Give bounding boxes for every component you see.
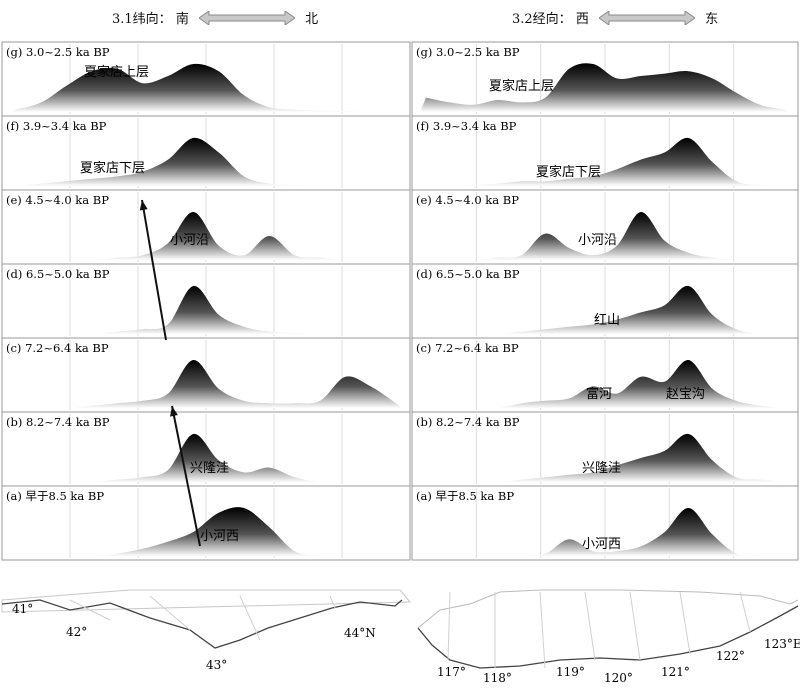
coastline-left bbox=[1, 599, 403, 649]
site-label-left: 小河西 bbox=[200, 529, 239, 544]
right-double-arrow-icon bbox=[598, 10, 695, 25]
panel-lon-d: (d) 6.5~5.0 ka BP bbox=[411, 263, 799, 339]
right-map: 117° 118° 119° 120° 121° 122° 123°E bbox=[417, 589, 800, 685]
right-from-label: 西 bbox=[575, 12, 589, 27]
lon-tick-label: 119° bbox=[556, 665, 585, 679]
panel-lat-f: (f) 3.9~3.4 ka BP bbox=[1, 115, 411, 191]
lat-tick-label: 42° bbox=[66, 625, 87, 639]
period-label: (f) 3.9~3.4 ka BP bbox=[416, 119, 517, 133]
panel-lat-b: (b) 8.2~7.4 ka BP bbox=[1, 411, 411, 487]
lon-tick-label: 123°E bbox=[764, 637, 800, 651]
lat-tick-label: 44°N bbox=[344, 626, 376, 640]
panel-lon-a: (a) 早于8.5 ka BP bbox=[411, 485, 799, 561]
left-header-label: 3.1纬向： bbox=[112, 12, 172, 27]
site-label-left: 兴隆洼 bbox=[190, 461, 229, 476]
site-label-right: 小河西 bbox=[582, 537, 621, 552]
lon-tick-label: 122° bbox=[716, 649, 745, 663]
left-double-arrow-icon bbox=[198, 10, 295, 25]
ridge-area bbox=[10, 63, 402, 112]
right-header: 3.2经向： 西 东 bbox=[512, 8, 718, 27]
trend-arrow-head-icon bbox=[139, 200, 148, 211]
site-label-right: 富河 bbox=[586, 386, 612, 402]
trend-arrows bbox=[139, 199, 201, 547]
panel-lat-c: (c) 7.2~6.4 ka BP bbox=[1, 337, 411, 413]
ridge-area bbox=[10, 507, 402, 557]
site-label-right: 赵宝沟 bbox=[666, 387, 705, 402]
lon-tick-label: 117° bbox=[437, 665, 466, 679]
ridge-area bbox=[10, 433, 402, 483]
right-to-label: 东 bbox=[705, 12, 719, 27]
left-to-label: 北 bbox=[305, 12, 319, 27]
period-label: (a) 早于8.5 ka BP bbox=[6, 489, 104, 503]
site-label-left: 夏家店上层 bbox=[84, 64, 149, 80]
site-label-right: 夏家店上层 bbox=[489, 78, 554, 94]
panel-lat-e: (e) 4.5~4.0 ka BP bbox=[1, 189, 411, 265]
site-label-left: 小河沿 bbox=[170, 233, 209, 248]
trend-arrow-line bbox=[141, 199, 167, 341]
period-label: (e) 4.5~4.0 ka BP bbox=[6, 193, 109, 207]
period-label: (b) 8.2~7.4 ka BP bbox=[6, 415, 110, 429]
ridge-area bbox=[420, 433, 790, 483]
period-label: (b) 8.2~7.4 ka BP bbox=[416, 415, 520, 429]
period-label: (f) 3.9~3.4 ka BP bbox=[6, 119, 107, 133]
ridge-area bbox=[10, 285, 402, 335]
period-label: (g) 3.0~2.5 ka BP bbox=[416, 45, 520, 59]
ridge-area bbox=[420, 285, 790, 335]
lon-tick-label: 121° bbox=[661, 665, 690, 679]
lat-tick-label: 43° bbox=[206, 658, 227, 672]
lat-tick-label: 41° bbox=[12, 602, 33, 616]
ridge-area bbox=[420, 137, 790, 187]
panel-lon-b: (b) 8.2~7.4 ka BP bbox=[411, 411, 799, 487]
left-header: 3.1纬向： 南 北 bbox=[112, 8, 318, 27]
panel-lon-e: (e) 4.5~4.0 ka BP bbox=[411, 189, 799, 265]
period-label: (a) 早于8.5 ka BP bbox=[416, 489, 514, 503]
lon-tick-label: 118° bbox=[483, 671, 512, 685]
site-label-right: 小河沿 bbox=[578, 233, 617, 248]
right-header-label: 3.2经向： bbox=[512, 12, 572, 27]
left-from-label: 南 bbox=[175, 12, 189, 27]
period-label: (d) 6.5~5.0 ka BP bbox=[416, 267, 520, 281]
panel-lat-a: (a) 早于8.5 ka BP bbox=[1, 485, 411, 561]
period-label: (g) 3.0~2.5 ka BP bbox=[6, 45, 110, 59]
site-label-right: 夏家店下层 bbox=[536, 164, 601, 180]
panel-lon-g: (g) 3.0~2.5 ka BP bbox=[411, 41, 799, 117]
ridge-area bbox=[10, 359, 402, 409]
left-map: 41° 42° 43° 44°N bbox=[1, 589, 412, 672]
trend-arrow-line bbox=[171, 405, 201, 547]
ridge-area bbox=[420, 63, 790, 112]
period-label: (e) 4.5~4.0 ka BP bbox=[416, 193, 519, 207]
panel-lon-c: (c) 7.2~6.4 ka BP bbox=[411, 337, 799, 413]
panel-lat-d: (d) 6.5~5.0 ka BP bbox=[1, 263, 411, 339]
panel-lat-g: (g) 3.0~2.5 ka BP bbox=[1, 41, 411, 117]
ridge-area bbox=[10, 137, 402, 187]
panel-lon-f: (f) 3.9~3.4 ka BP bbox=[411, 115, 799, 191]
period-label: (d) 6.5~5.0 ka BP bbox=[6, 267, 110, 281]
site-label-right: 红山 bbox=[594, 312, 620, 328]
site-label-right: 兴隆洼 bbox=[582, 461, 621, 476]
site-label-left: 夏家店下层 bbox=[80, 160, 145, 176]
trend-arrow-head-icon bbox=[170, 406, 178, 417]
ridge-area bbox=[420, 507, 790, 557]
lon-tick-label: 120° bbox=[604, 671, 633, 685]
ridge-area bbox=[10, 211, 402, 261]
period-label: (c) 7.2~6.4 ka BP bbox=[6, 341, 109, 355]
ridge-area bbox=[420, 359, 790, 409]
period-label: (c) 7.2~6.4 ka BP bbox=[416, 341, 519, 355]
